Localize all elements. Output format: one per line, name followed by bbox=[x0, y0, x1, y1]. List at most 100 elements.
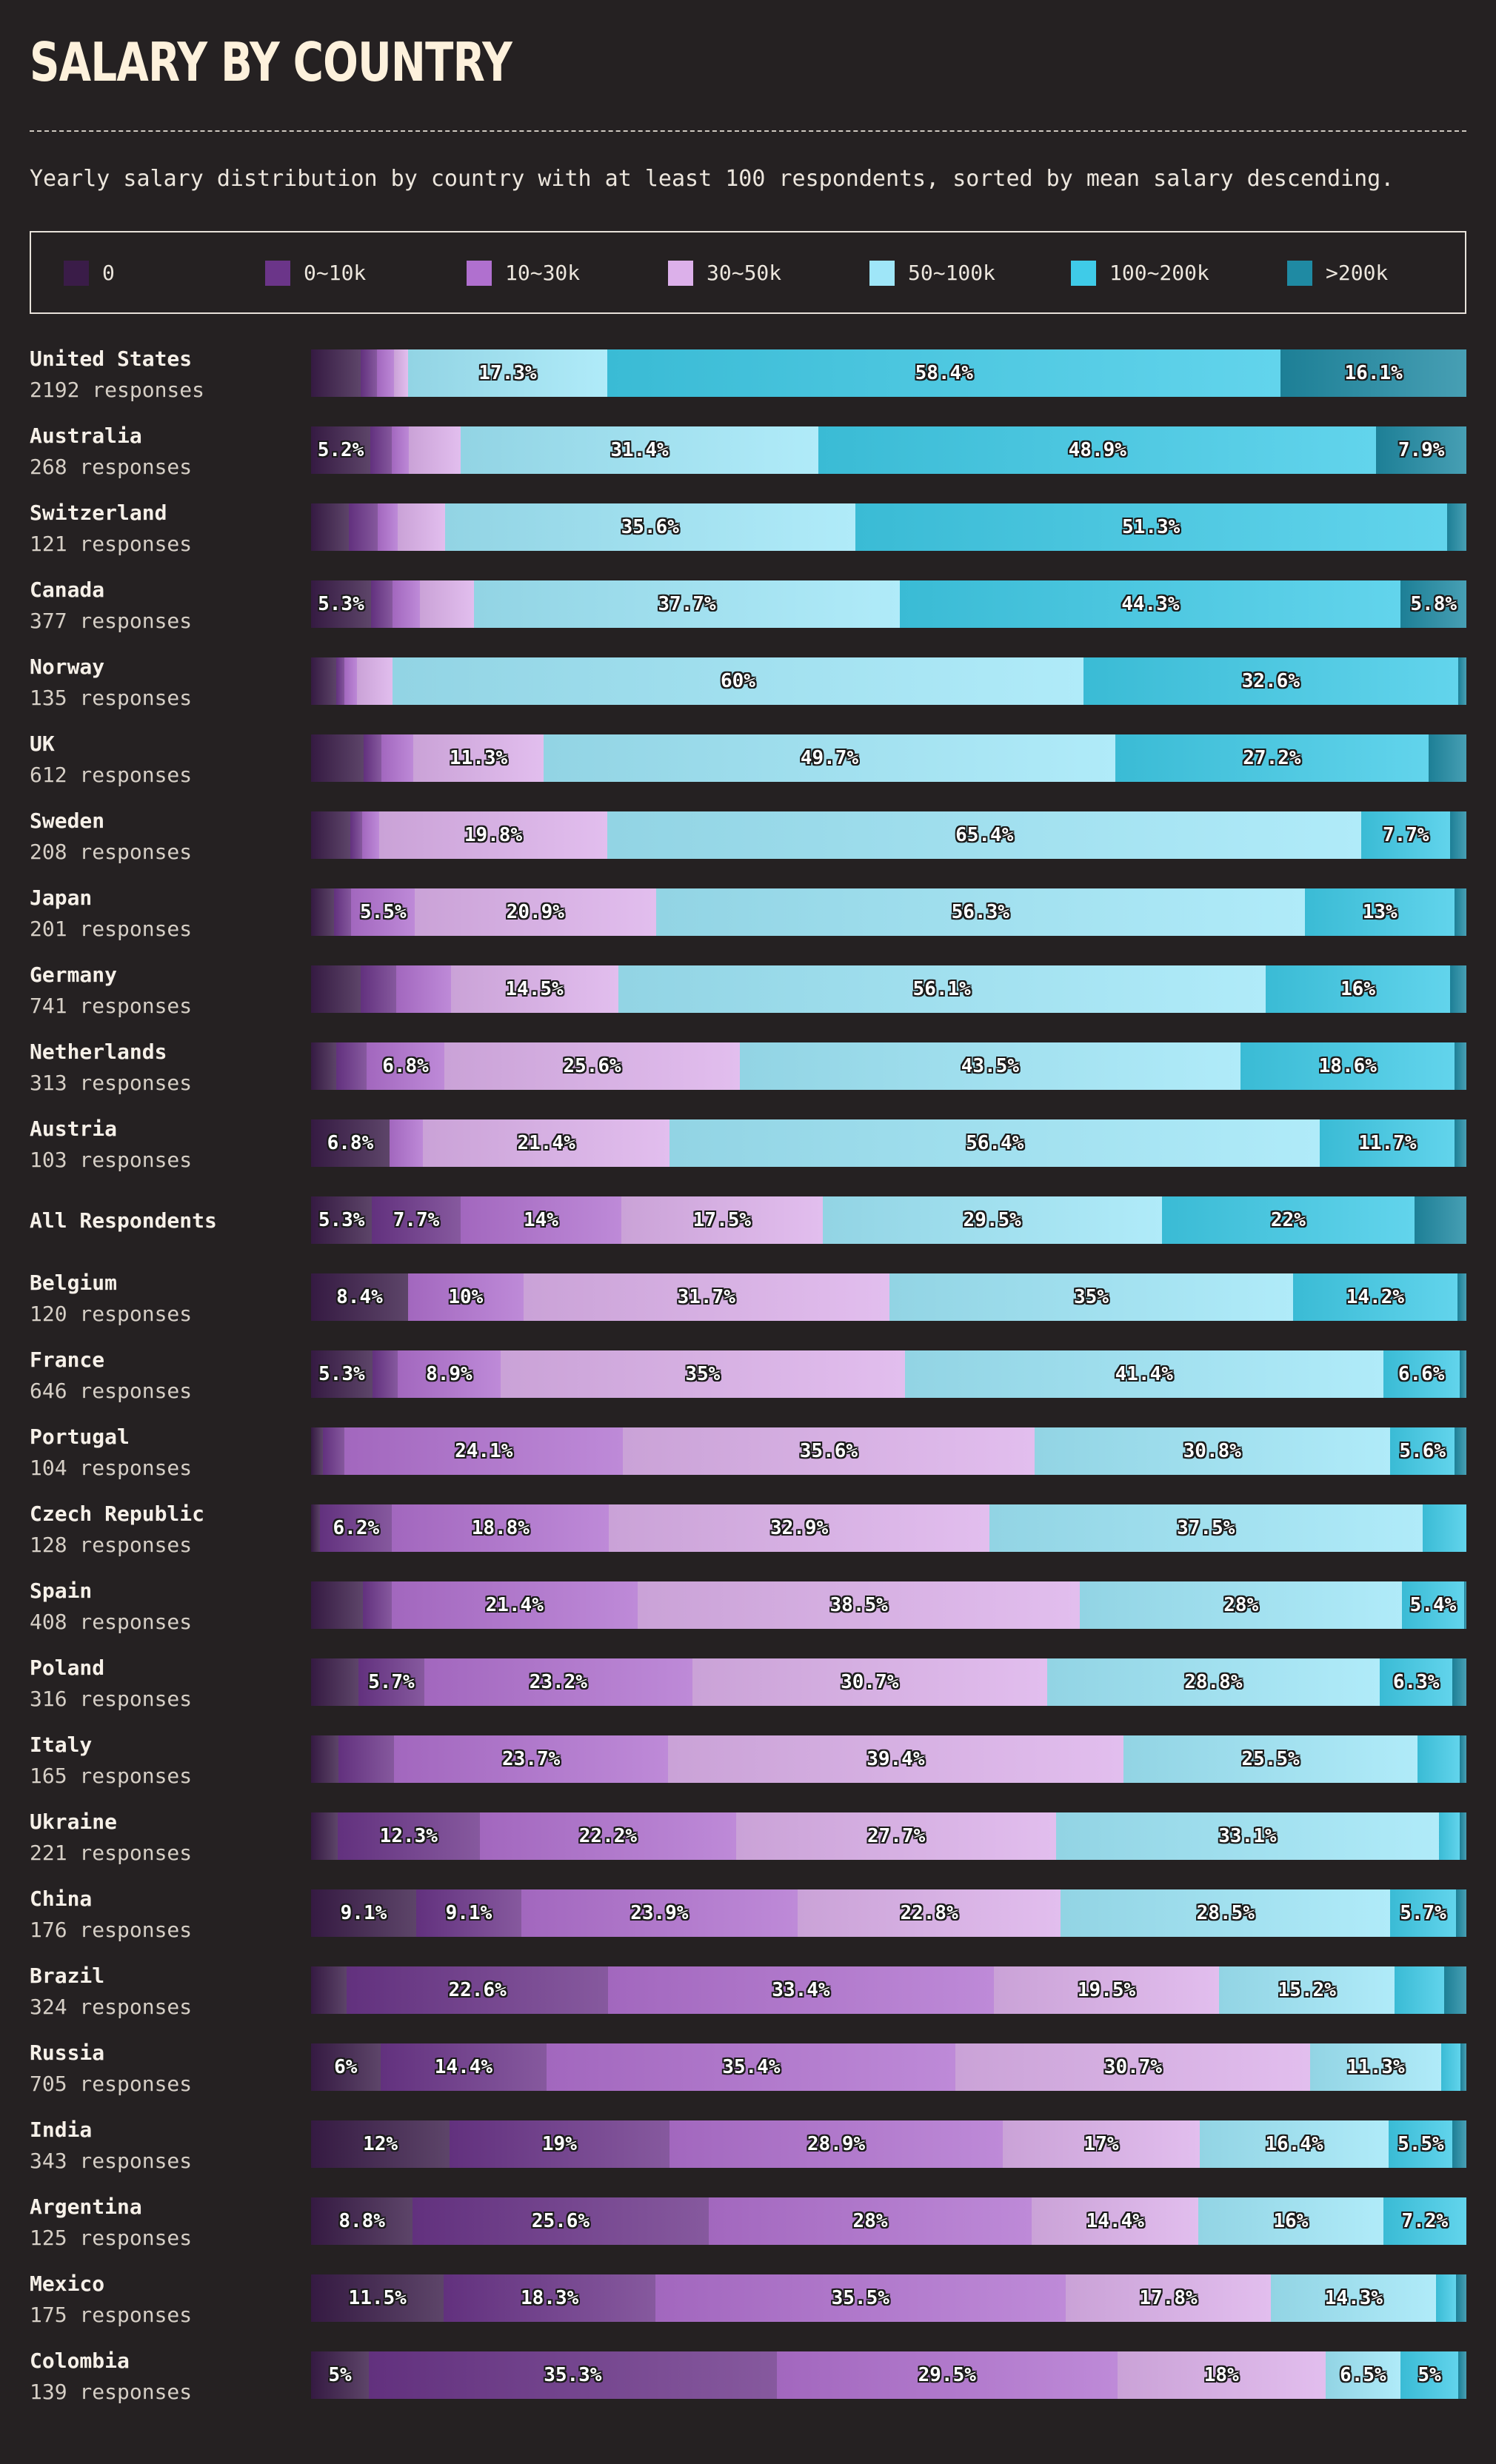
row-label-portugal: Portugal bbox=[30, 1424, 130, 1449]
legend-swatch-50-100k bbox=[869, 261, 895, 286]
row-responses-spain: 408 responses bbox=[30, 1610, 193, 1634]
row-label-switzerland: Switzerland bbox=[30, 500, 167, 525]
bar-segment-uk-over-200k bbox=[1428, 734, 1467, 782]
row-responses-china: 176 responses bbox=[30, 1918, 193, 1942]
bar-segment-belgium-0 bbox=[311, 1273, 409, 1321]
data-label-japan-10-30k: 5.5% bbox=[359, 901, 407, 923]
legend-label-50-100k: 50~100k bbox=[908, 261, 996, 285]
bar-segment-spain-10-30k bbox=[391, 1581, 638, 1629]
bar-segment-switzerland-50-100k bbox=[444, 503, 856, 551]
bar-segment-germany-0-10k bbox=[361, 965, 397, 1013]
bar-segment-canada-10-30k bbox=[392, 580, 421, 628]
row-label-uk: UK bbox=[30, 732, 55, 756]
data-label-canada-100-200k: 44.3% bbox=[1121, 593, 1180, 615]
data-label-colombia-10-30k: 29.5% bbox=[918, 2364, 976, 2386]
data-label-austria-50-100k: 56.4% bbox=[966, 1132, 1024, 1154]
bar-segment-poland-0 bbox=[311, 1658, 359, 1706]
data-label-india-50-100k: 16.4% bbox=[1265, 2133, 1323, 2155]
row-responses-netherlands: 313 responses bbox=[30, 1071, 193, 1095]
row-responses-japan: 201 responses bbox=[30, 917, 193, 941]
bar-spain: 21.4% 38.5% 28% 5.4% bbox=[311, 1581, 1467, 1629]
data-label-belgium-50-100k: 35% bbox=[1074, 1286, 1109, 1308]
bar-segment-australia-0 bbox=[311, 426, 371, 474]
bar-segment-china-30-50k bbox=[797, 1889, 1061, 1937]
bar-all-respondents: 5.3% 7.7% 14% 17.5% 29.5% 22% bbox=[311, 1196, 1467, 1244]
bar-segment-brazil-over-200k bbox=[1444, 1966, 1467, 2014]
bar-segment-australia-10-30k bbox=[392, 426, 410, 474]
row-responses-russia: 705 responses bbox=[30, 2072, 193, 2096]
data-label-mexico-30-50k: 17.8% bbox=[1139, 2287, 1198, 2309]
data-label-all-respondents-0-10k: 7.7% bbox=[393, 1209, 440, 1231]
bar-uk: 11.3% 49.7% 27.2% bbox=[311, 734, 1467, 782]
data-label-france-50-100k: 41.4% bbox=[1115, 1363, 1173, 1385]
bar-ukraine: 12.3% 22.2% 27.7% 33.1% bbox=[311, 1812, 1467, 1860]
bar-segment-sweden-over-200k bbox=[1450, 811, 1467, 859]
data-label-russia-10-30k: 35.4% bbox=[722, 2056, 781, 2078]
bar-germany: 14.5% 56.1% 16% bbox=[311, 965, 1467, 1013]
bar-segment-argentina-0 bbox=[311, 2197, 413, 2245]
bar-segment-sweden-0 bbox=[311, 811, 351, 859]
bar-segment-brazil-100-200k bbox=[1395, 1966, 1445, 2014]
data-label-japan-50-100k: 56.3% bbox=[951, 901, 1009, 923]
data-label-colombia-30-50k: 18% bbox=[1203, 2364, 1239, 2386]
row-responses-ukraine: 221 responses bbox=[30, 1841, 193, 1865]
legend-swatch-over-200k bbox=[1287, 261, 1312, 286]
data-label-colombia-100-200k: 5% bbox=[1417, 2364, 1441, 2386]
data-label-france-10-30k: 8.9% bbox=[426, 1363, 472, 1385]
bar-segment-austria-0 bbox=[311, 1119, 390, 1167]
bar-segment-italy-over-200k bbox=[1459, 1735, 1467, 1783]
bar-segment-canada-0-10k bbox=[370, 580, 393, 628]
bar-segment-india-0 bbox=[311, 2120, 450, 2168]
row-responses-australia: 268 responses bbox=[30, 455, 193, 479]
bar-segment-netherlands-30-50k bbox=[444, 1042, 741, 1090]
data-label-germany-100-200k: 16% bbox=[1340, 978, 1375, 1000]
bar-segment-france-over-200k bbox=[1459, 1350, 1467, 1398]
row-colombia: Colombia 139 responses 5% 35.3% 29.5% 18% 6.5%… bbox=[0, 2348, 1496, 2404]
data-label-portugal-100-200k: 5.6% bbox=[1399, 1440, 1446, 1462]
bar-segment-all-respondents-50-100k bbox=[822, 1196, 1163, 1244]
data-label-spain-100-200k: 5.4% bbox=[1409, 1594, 1457, 1616]
data-label-mexico-10-30k: 35.5% bbox=[831, 2287, 889, 2309]
bar-segment-india-100-200k bbox=[1389, 2120, 1453, 2168]
bar-segment-switzerland-over-200k bbox=[1446, 503, 1467, 551]
row-responses-colombia: 139 responses bbox=[30, 2380, 193, 2404]
bar-austria: 6.8% 21.4% 56.4% 11.7% bbox=[311, 1119, 1467, 1167]
row-netherlands: Netherlands 313 responses 6.8% 25.6% 43.5% 18… bbox=[0, 1040, 1496, 1095]
bar-segment-argentina-10-30k bbox=[708, 2197, 1032, 2245]
bar-segment-norway-50-100k bbox=[393, 657, 1084, 705]
data-label-poland-50-100k: 28.8% bbox=[1184, 1671, 1243, 1693]
bar-segment-russia-over-200k bbox=[1460, 2043, 1467, 2091]
data-label-netherlands-30-50k: 25.6% bbox=[563, 1055, 621, 1077]
bar-segment-japan-100-200k bbox=[1305, 888, 1455, 936]
bar-segment-colombia-100-200k bbox=[1400, 2351, 1459, 2399]
bar-segment-sweden-10-30k bbox=[361, 811, 380, 859]
row-label-austria: Austria bbox=[30, 1116, 118, 1141]
row-label-belgium: Belgium bbox=[30, 1270, 118, 1295]
bar-segment-ukraine-50-100k bbox=[1056, 1812, 1440, 1860]
row-label-france: France bbox=[30, 1348, 105, 1372]
bar-segment-united-states-50-100k bbox=[407, 349, 608, 397]
bar-segment-argentina-50-100k bbox=[1198, 2197, 1384, 2245]
legend-label-over-200k: >200k bbox=[1326, 261, 1389, 285]
bar-segment-china-0 bbox=[311, 1889, 417, 1937]
bar-segment-norway-over-200k bbox=[1458, 657, 1467, 705]
data-label-argentina-50-100k: 16% bbox=[1273, 2210, 1309, 2232]
bar-segment-portugal-100-200k bbox=[1390, 1427, 1455, 1475]
bar-segment-belgium-50-100k bbox=[889, 1273, 1294, 1321]
bar-segment-belgium-100-200k bbox=[1293, 1273, 1458, 1321]
bar-segment-switzerland-30-50k bbox=[397, 503, 446, 551]
bar-segment-india-50-100k bbox=[1199, 2120, 1389, 2168]
bar-segment-australia-50-100k bbox=[460, 426, 819, 474]
bar-segment-uk-0-10k bbox=[364, 734, 382, 782]
data-label-belgium-0: 8.4% bbox=[336, 1286, 383, 1308]
data-label-japan-30-50k: 20.9% bbox=[506, 901, 564, 923]
bar-segment-mexico-over-200k bbox=[1455, 2274, 1467, 2322]
data-label-ukraine-50-100k: 33.1% bbox=[1218, 1825, 1277, 1847]
bar-segment-united-states-100-200k bbox=[607, 349, 1281, 397]
data-label-belgium-30-50k: 31.7% bbox=[677, 1286, 735, 1308]
row-responses-italy: 165 responses bbox=[30, 1764, 193, 1788]
bar-segment-canada-0 bbox=[311, 580, 372, 628]
row-label-poland: Poland bbox=[30, 1656, 105, 1680]
bar-segment-belgium-over-200k bbox=[1457, 1273, 1467, 1321]
data-label-russia-0-10k: 14.4% bbox=[434, 2056, 493, 2078]
